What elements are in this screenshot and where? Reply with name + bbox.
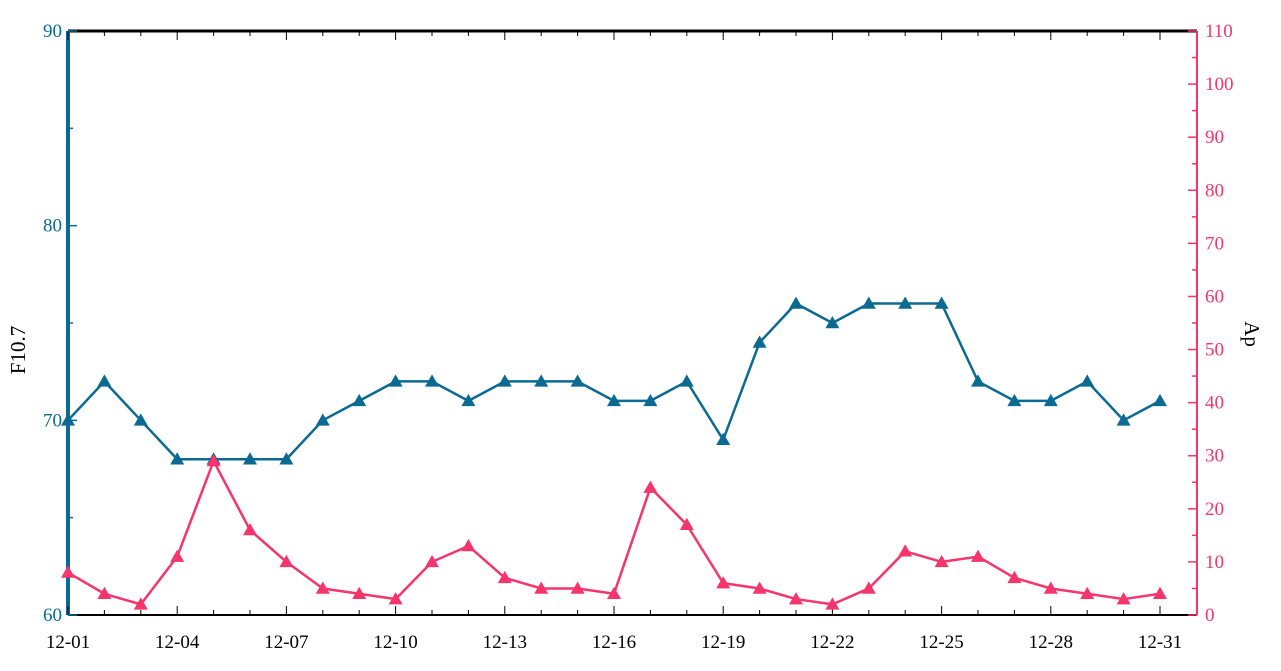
series-layer — [61, 296, 1167, 610]
point-ap-12-12 — [461, 538, 476, 552]
point-ap-12-02 — [97, 586, 112, 600]
point-f107-12-16 — [607, 393, 621, 407]
right-tick-label-50: 50 — [1205, 340, 1224, 361]
plot-frame — [66, 29, 1198, 616]
right-tick-label-20: 20 — [1205, 499, 1224, 520]
point-f107-12-31 — [1153, 393, 1167, 407]
point-ap-12-29 — [1080, 586, 1095, 600]
point-ap-12-19 — [716, 576, 731, 589]
left-tick-label-90: 90 — [43, 21, 62, 42]
point-f107-12-06 — [243, 452, 257, 465]
point-ap-12-20 — [752, 581, 767, 594]
x-tick-label-12-19: 12-19 — [701, 632, 745, 653]
point-f107-12-29 — [1080, 374, 1095, 387]
right-tick-label-30: 30 — [1205, 446, 1224, 467]
right-tick-label-0: 0 — [1205, 605, 1215, 626]
point-ap-12-22 — [825, 597, 840, 610]
left-tick-label-70: 70 — [43, 410, 62, 431]
x-tick-label-12-13: 12-13 — [483, 632, 527, 653]
point-ap-12-04 — [170, 549, 185, 562]
point-f107-12-18 — [679, 374, 694, 387]
point-f107-12-25 — [934, 296, 949, 309]
point-ap-12-23 — [861, 581, 876, 594]
point-f107-12-13 — [497, 374, 512, 387]
point-f107-12-14 — [534, 374, 549, 387]
series-line-ap — [67, 459, 1161, 606]
point-ap-12-26 — [971, 549, 985, 562]
point-f107-12-04 — [170, 452, 185, 465]
point-ap-12-27 — [1007, 570, 1022, 584]
point-f107-12-24 — [898, 296, 913, 309]
x-tick-label-12-01: 12-01 — [46, 632, 90, 653]
point-ap-12-14 — [534, 581, 549, 594]
point-ap-12-17 — [643, 480, 658, 493]
point-ap-12-08 — [315, 581, 330, 594]
point-f107-12-22 — [825, 316, 840, 329]
right-tick-label-100: 100 — [1205, 74, 1234, 95]
point-f107-12-12 — [461, 393, 476, 407]
point-f107-12-07 — [279, 452, 294, 465]
point-f107-12-09 — [352, 393, 367, 407]
point-f107-12-02 — [97, 374, 112, 387]
point-ap-12-05 — [206, 454, 221, 467]
point-f107-12-23 — [861, 296, 876, 309]
point-f107-12-10 — [388, 374, 403, 387]
x-tick-label-12-22: 12-22 — [810, 632, 854, 653]
right-tick-label-90: 90 — [1205, 127, 1224, 148]
left-axis-title: F10.7 — [6, 326, 30, 374]
point-f107-12-03 — [133, 413, 148, 426]
point-f107-12-01 — [61, 413, 75, 426]
x-tick-label-12-07: 12-07 — [264, 632, 308, 653]
left-tick-label-60: 60 — [43, 605, 62, 626]
point-ap-12-24 — [898, 544, 913, 557]
right-tick-label-10: 10 — [1205, 552, 1224, 573]
point-ap-12-21 — [789, 592, 803, 605]
right-tick-label-60: 60 — [1205, 286, 1224, 307]
point-f107-12-15 — [570, 374, 585, 387]
right-tick-label-110: 110 — [1205, 21, 1233, 42]
point-ap-12-28 — [1043, 581, 1058, 594]
point-ap-12-18 — [679, 517, 694, 530]
point-ap-12-10 — [388, 592, 403, 605]
right-tick-label-40: 40 — [1205, 393, 1224, 414]
point-ap-12-16 — [607, 586, 621, 600]
point-ap-12-25 — [934, 554, 949, 568]
point-ap-12-15 — [570, 581, 585, 594]
point-ap-12-06 — [243, 523, 257, 536]
point-ap-12-13 — [497, 570, 512, 584]
point-f107-12-17 — [643, 393, 658, 407]
x-tick-label-12-31: 12-31 — [1138, 632, 1182, 653]
point-f107-12-26 — [971, 374, 985, 387]
point-f107-12-11 — [425, 374, 439, 387]
right-tick-label-70: 70 — [1205, 233, 1224, 254]
point-f107-12-30 — [1116, 413, 1131, 426]
point-f107-12-20 — [752, 335, 767, 348]
x-tick-label-12-28: 12-28 — [1029, 632, 1073, 653]
point-f107-12-08 — [315, 413, 330, 426]
point-ap-12-03 — [133, 597, 148, 610]
point-f107-12-19 — [716, 432, 731, 446]
axis-ticks: 12-01 12-04 12-07 12-10 12-13 12-16 12-19 12-22… — [43, 21, 1234, 653]
series-line-f107 — [67, 302, 1161, 461]
left-tick-label-80: 80 — [43, 216, 62, 237]
x-tick-label-12-04: 12-04 — [155, 632, 200, 653]
x-tick-label-12-25: 12-25 — [919, 632, 963, 653]
x-tick-label-12-16: 12-16 — [592, 632, 636, 653]
point-f107-12-28 — [1043, 393, 1058, 407]
point-ap-12-07 — [279, 554, 294, 568]
point-f107-12-21 — [789, 296, 803, 309]
point-ap-12-31 — [1153, 586, 1167, 600]
point-ap-12-01 — [61, 565, 75, 578]
point-ap-12-11 — [425, 554, 439, 568]
point-ap-12-09 — [352, 586, 367, 600]
point-ap-12-30 — [1116, 592, 1131, 605]
point-f107-12-27 — [1007, 393, 1022, 407]
x-tick-label-12-10: 12-10 — [373, 632, 417, 653]
right-axis-title: Ap — [1240, 321, 1264, 347]
right-tick-label-80: 80 — [1205, 180, 1224, 201]
